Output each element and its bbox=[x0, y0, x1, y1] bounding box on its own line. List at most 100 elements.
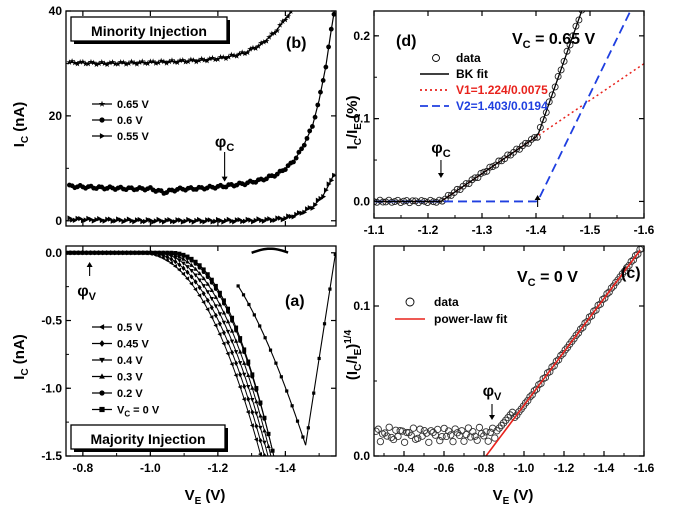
panel-c-xlabel-part-2: (V) bbox=[509, 487, 533, 504]
panel-b-series-0-point bbox=[206, 55, 213, 62]
panel-c-data-point bbox=[631, 251, 640, 260]
panel-b-series-0-point bbox=[144, 60, 151, 67]
panel-b-series-0-point bbox=[147, 58, 154, 65]
panel-a-recovery-point bbox=[322, 322, 327, 326]
panel-b-series-2-point bbox=[148, 217, 154, 223]
panel-c-data-point bbox=[425, 438, 433, 446]
panel-a-legend-label-4-main: 0.2 V bbox=[117, 388, 143, 400]
panel-c-data-point bbox=[579, 323, 587, 332]
panel-c-data-point bbox=[436, 436, 444, 445]
panel-b-legend-marker-0 bbox=[98, 100, 106, 107]
panel-a-phi-sub: V bbox=[89, 291, 97, 303]
panel-a-legend-label-sub: C bbox=[124, 410, 130, 419]
panel-b-series-0-point bbox=[128, 58, 135, 65]
panel-b-series-0-point bbox=[74, 60, 81, 67]
panel-b-series-2-point bbox=[269, 217, 275, 224]
panel-b-series-2-point bbox=[251, 219, 256, 225]
panel-b-series-0-point bbox=[258, 40, 265, 46]
panel-b-legend-label-2: 0.55 V bbox=[117, 131, 149, 143]
panel-b-phi-annotation: φC bbox=[215, 134, 234, 154]
panel-c-data-point bbox=[552, 357, 561, 365]
panel-d-data-point bbox=[551, 83, 559, 91]
panel-c-ylabel-part-5: 1/4 bbox=[343, 329, 354, 343]
panel-b-series-2-point bbox=[326, 181, 332, 187]
panel-a-recovery-point bbox=[328, 287, 332, 291]
panel-c-data-point bbox=[451, 425, 459, 433]
panel-a-boxed-title: Majority Injection bbox=[90, 431, 205, 447]
panel-d-data-point bbox=[522, 139, 529, 147]
panel-d-ylabel-part-2: /I bbox=[344, 130, 361, 138]
panel-b-frame bbox=[65, 10, 337, 227]
panel-c-xtick-label-1: -0.6 bbox=[434, 461, 455, 475]
panel-c-ylabel-part-1: C bbox=[353, 364, 364, 371]
panel-b-series-1-point bbox=[315, 102, 321, 108]
panel-b-series-2-point bbox=[116, 216, 121, 222]
panel-b-series-2-point bbox=[178, 217, 183, 223]
panel-b-series-2-point bbox=[145, 216, 151, 223]
panel-c-data-point bbox=[414, 434, 422, 443]
panel-b-series-2-point bbox=[172, 219, 178, 225]
panel-b-series-2-point bbox=[245, 216, 251, 222]
panel-a-xtick-label-1: -1.0 bbox=[140, 461, 161, 475]
panel-b-series-0-point bbox=[174, 59, 181, 66]
panel-d-title: VC = 0.65 V bbox=[512, 31, 595, 51]
panel-b-series-2-point bbox=[94, 216, 100, 223]
panel-a-legend-label-0: 0.5 V bbox=[117, 322, 143, 334]
panel-b-series-2-point bbox=[242, 218, 248, 224]
panel-c-data-point bbox=[460, 437, 468, 445]
panel-b-ylabel-part-1: C bbox=[20, 136, 31, 143]
panel-b-series-0-point bbox=[263, 38, 270, 44]
panel-a-recovery-point bbox=[312, 391, 316, 395]
panel-b-series-2-point bbox=[318, 195, 324, 202]
panel-d-xtick-label-4: -1.5 bbox=[580, 223, 601, 237]
panel-c-data-point bbox=[383, 432, 391, 440]
panel-b-series-2-point bbox=[218, 217, 224, 224]
panel-d-title-rest: = 0.65 V bbox=[531, 31, 596, 48]
panel-a-recovery-point bbox=[306, 426, 310, 430]
panel-b-legend-label-1: 0.6 V bbox=[117, 115, 143, 127]
panel-c-data-point bbox=[603, 290, 611, 298]
panel-b-series-2-point bbox=[286, 213, 291, 219]
panel-b-series-2-point bbox=[234, 217, 240, 223]
panel-b-series-0-point bbox=[112, 60, 119, 67]
panel-b-series-0-point bbox=[104, 61, 111, 68]
panel-a-xtick-label-2: -1.2 bbox=[208, 461, 229, 475]
panel-b-series-0-point bbox=[66, 59, 73, 65]
panel-b-series-0-point bbox=[247, 46, 254, 52]
panel-c-legend-label-1: power-law fit bbox=[434, 312, 507, 326]
panel-b-series-2-point bbox=[124, 217, 129, 224]
panel-b-series-2-point bbox=[205, 217, 210, 223]
panel-d-legend-label-3: V2=1.403/0.0194 bbox=[456, 99, 548, 113]
panel-b-series-2-point bbox=[89, 216, 94, 223]
panel-c-data-point bbox=[532, 385, 541, 393]
panel-b-series-2-point bbox=[229, 218, 235, 224]
panel-c-xtick-label-4: -1.2 bbox=[554, 461, 575, 475]
panel-b-series-0-point bbox=[160, 58, 167, 65]
panel-c-legend-marker-0 bbox=[405, 297, 415, 307]
panel-c-data-point bbox=[601, 294, 609, 302]
panel-b-series-2-point bbox=[78, 216, 84, 222]
panel-b-legend-label-0: 0.65 V bbox=[117, 99, 149, 111]
panel-b-series-0-point bbox=[69, 58, 76, 64]
panel-b-series-2-point bbox=[132, 219, 138, 225]
panel-c-data-point bbox=[444, 427, 453, 435]
panel-a-recovery-point bbox=[236, 284, 240, 288]
panel-c-xlabel-part-1: E bbox=[503, 496, 510, 507]
panel-b-series-2-point bbox=[129, 218, 135, 224]
panel-a-legend-label-4: 0.2 V bbox=[117, 388, 143, 400]
panel-a-recovery-curve bbox=[236, 252, 336, 446]
panel-b-series-2-point bbox=[272, 217, 278, 223]
panel-d-data-point bbox=[548, 91, 556, 99]
panel-b-series-2-point bbox=[118, 217, 124, 223]
panel-b-series-1-point bbox=[323, 64, 329, 70]
panel-b-series-0-point bbox=[196, 57, 202, 64]
panel-b-series-0-point bbox=[117, 58, 124, 65]
panel-b-series-0-point bbox=[177, 57, 184, 64]
panel-b-series-0-point bbox=[96, 60, 103, 67]
panel-d-data-point bbox=[582, 0, 588, 4]
panel-a-series-0-point bbox=[262, 467, 266, 471]
panel-b-series-0-point bbox=[131, 59, 138, 66]
panel-c-phi-arrow-head bbox=[489, 415, 495, 420]
panel-b-series-0-point bbox=[163, 60, 170, 66]
panel-b-series-0-point bbox=[285, 13, 292, 19]
